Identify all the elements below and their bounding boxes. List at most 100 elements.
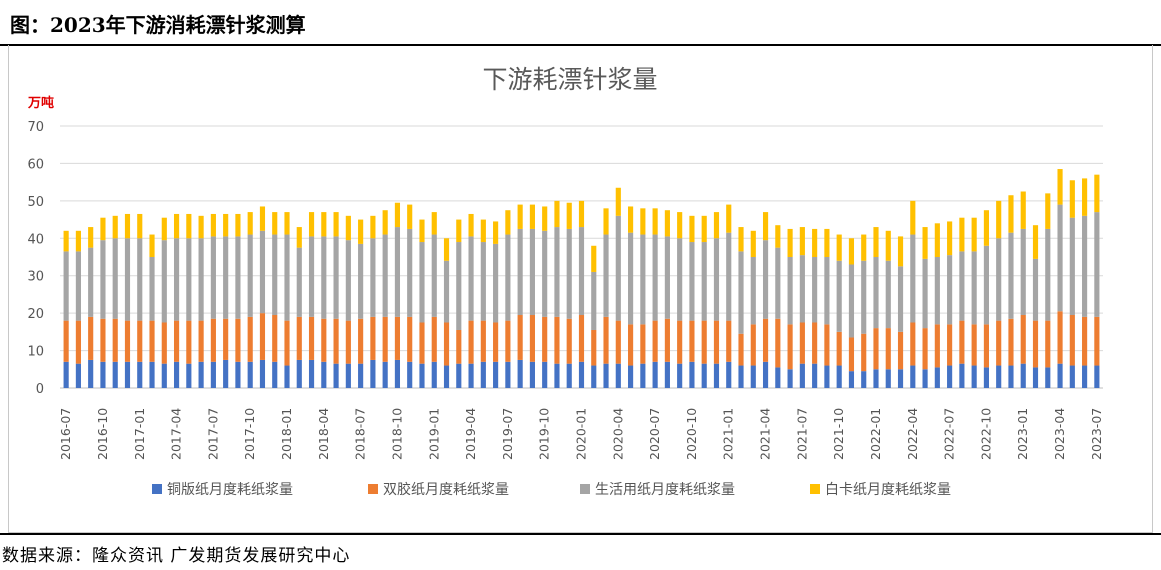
bar-segment: [456, 242, 462, 330]
bar-segment: [468, 363, 474, 388]
bar-segment: [787, 369, 793, 388]
bar-segment: [775, 247, 781, 319]
bar-segment: [554, 200, 560, 228]
legend: 铜版纸月度耗纸浆量 双胶纸月度耗纸浆量 生活用纸月度耗纸浆量 白卡纸月度耗纸浆量: [152, 481, 951, 498]
bar-segment: [75, 363, 81, 388]
bar-segment: [824, 228, 830, 257]
bar-segment: [431, 316, 437, 362]
x-tick-label: 2019-10: [537, 408, 552, 460]
bar-segment: [186, 363, 192, 388]
bar-segment: [1082, 178, 1088, 216]
bar-segment: [628, 324, 634, 366]
bar-segment: [542, 206, 548, 231]
bar-segment: [1020, 228, 1026, 316]
bar-segment: [1082, 215, 1088, 317]
bar-segment: [1045, 193, 1051, 229]
bar-segment: [88, 227, 94, 248]
bar-segment: [689, 215, 695, 243]
bar-segment: [578, 315, 585, 362]
bar-segment: [358, 243, 364, 319]
bar-segment: [934, 367, 940, 388]
bar-segment: [137, 238, 143, 321]
bar-segment: [75, 230, 81, 252]
x-tick-label: 2020-01: [574, 408, 589, 460]
bar-segment: [1082, 365, 1088, 388]
bar-segment: [762, 318, 769, 362]
bar-segment: [296, 359, 302, 388]
bar-segment: [615, 363, 621, 388]
bar-segment: [713, 238, 720, 321]
bar-segment: [1020, 191, 1026, 229]
bar-segment: [407, 316, 413, 362]
bar-segment: [566, 363, 572, 388]
bar-segment: [358, 219, 364, 244]
bar-segment: [787, 257, 793, 325]
chart-title: 下游耗漂针浆量: [482, 65, 657, 94]
bar-segment: [370, 359, 376, 388]
bar-segment: [223, 236, 229, 319]
bar-segment: [910, 200, 916, 235]
bar-segment: [394, 316, 401, 360]
x-tick-label: 2016-07: [58, 408, 73, 460]
bar-segment: [272, 234, 278, 316]
bar-segment: [112, 361, 118, 388]
bar-segment: [210, 318, 216, 362]
bar-segment: [443, 365, 450, 388]
bottom-rule: [0, 533, 1161, 535]
bar-segment: [1069, 365, 1075, 388]
bar-segment: [112, 318, 118, 362]
x-tick-label: 2019-01: [426, 408, 441, 460]
bar-segment: [689, 242, 695, 321]
bar-segment: [726, 204, 732, 233]
bar-segment: [505, 234, 511, 321]
bar-segment: [775, 367, 781, 388]
bar-segment: [910, 322, 916, 366]
bar-segment: [578, 227, 585, 316]
bar-segment: [628, 206, 634, 233]
legend-swatch: [580, 484, 590, 494]
bar-segment: [333, 212, 339, 237]
bar-segment: [983, 324, 989, 368]
x-tick-label: 2017-07: [205, 408, 220, 460]
y-tick-label: 20: [27, 307, 44, 322]
bar-segment: [701, 363, 707, 388]
bar-segment: [566, 318, 572, 364]
bar-segment: [1069, 217, 1075, 316]
bar-segment: [836, 331, 842, 366]
bar-segment: [247, 212, 253, 235]
bar-segment: [959, 217, 965, 252]
bar-segment: [1032, 367, 1039, 388]
bar-segment: [628, 365, 634, 388]
bar-segment: [259, 230, 266, 314]
bar-segment: [799, 255, 805, 323]
bar-segment: [873, 328, 879, 370]
bar-segment: [640, 324, 646, 364]
bar-segment: [750, 365, 756, 388]
bar-segment: [848, 264, 855, 338]
bar-segment: [345, 240, 351, 321]
bar-segment: [628, 232, 634, 325]
x-tick-label: 2019-04: [463, 408, 478, 460]
x-tick-label: 2018-10: [389, 408, 404, 460]
bar-segment: [848, 337, 855, 372]
bar-segment: [738, 333, 744, 366]
bar-segment: [861, 333, 867, 372]
x-tick-label: 2020-04: [610, 408, 625, 460]
bar-segment: [198, 215, 204, 239]
bar-segment: [100, 240, 106, 319]
bar-segment: [812, 228, 818, 257]
bar-segment: [762, 212, 769, 241]
bar-segment: [738, 227, 744, 252]
bar-segment: [1020, 315, 1026, 364]
bar-segment: [885, 230, 891, 261]
bar-segment: [947, 221, 953, 256]
bar-segment: [713, 363, 720, 388]
bar-segment: [382, 234, 388, 317]
bar-segment: [480, 320, 486, 362]
bar-segment: [959, 363, 965, 388]
bar-segment: [308, 212, 315, 237]
bar-segment: [75, 251, 81, 321]
bar-segment: [542, 230, 548, 317]
bar-segment: [88, 359, 94, 388]
x-tick-label: 2018-04: [316, 408, 331, 460]
